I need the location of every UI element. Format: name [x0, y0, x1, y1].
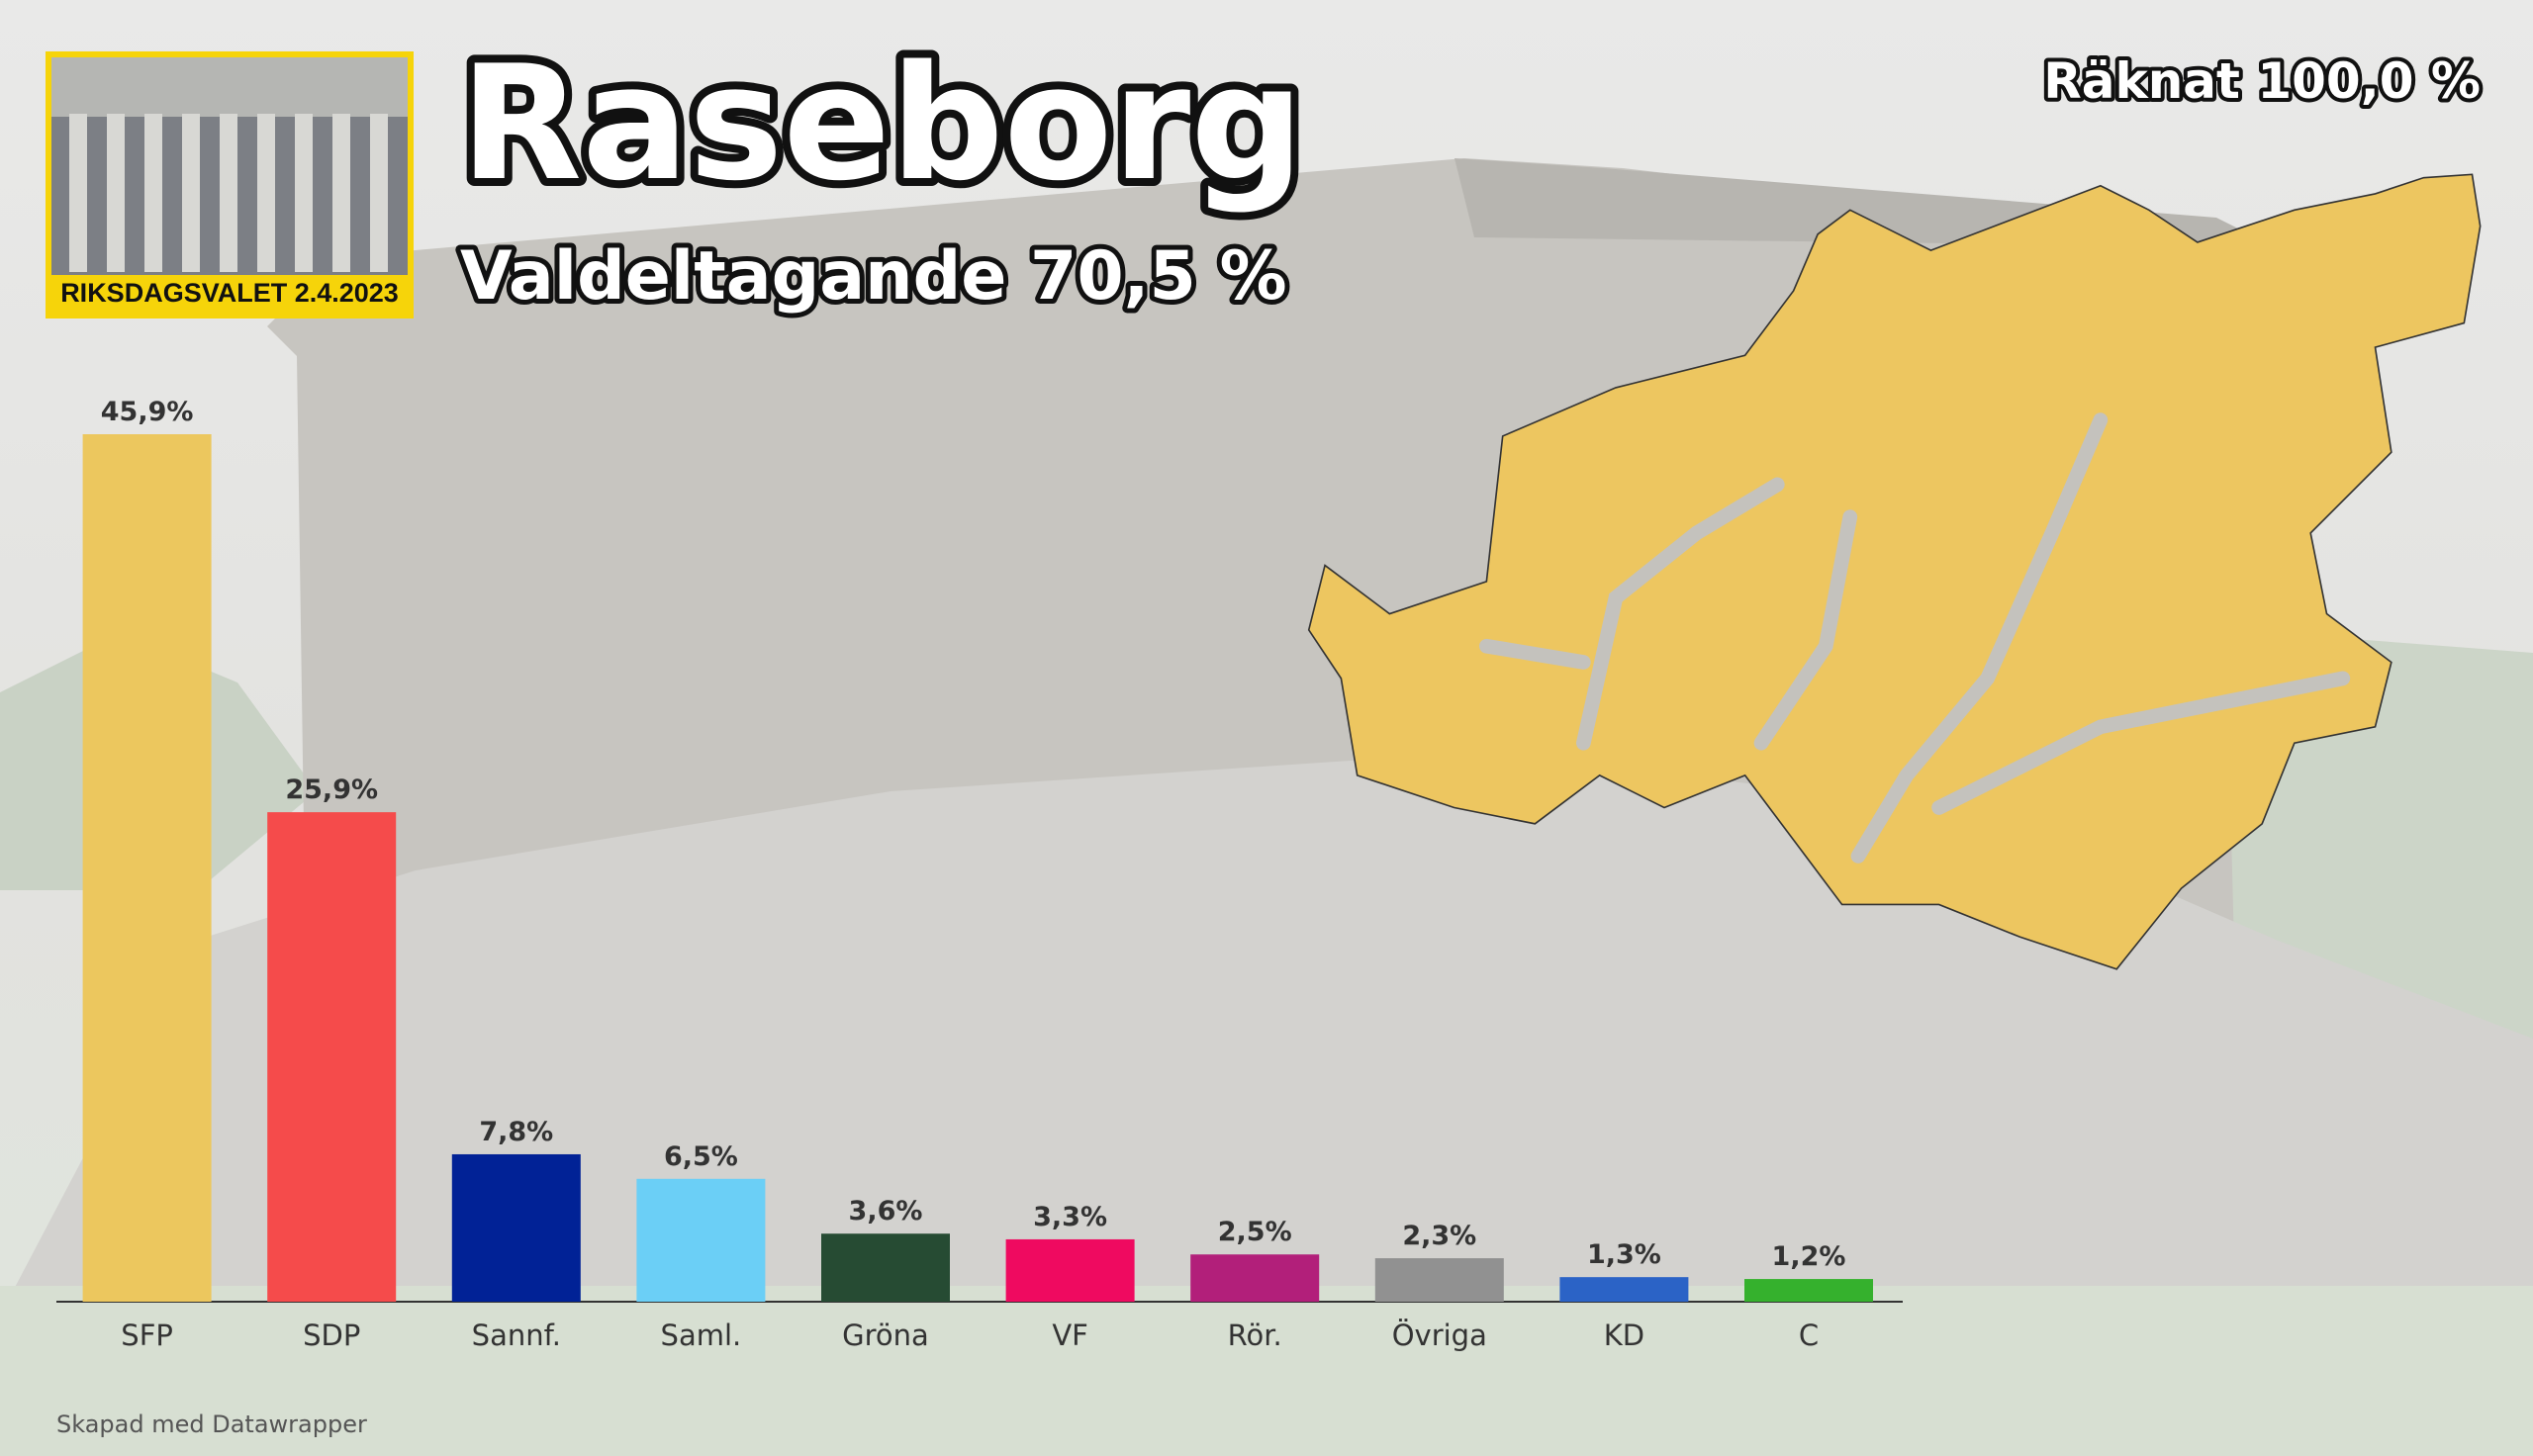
x-tick-label: Övriga	[1392, 1319, 1487, 1352]
bar	[1374, 1258, 1504, 1302]
value-label: 3,3%	[1033, 1202, 1107, 1232]
bar	[82, 434, 212, 1302]
map	[1307, 173, 2482, 970]
value-label: 7,8%	[479, 1117, 553, 1147]
value-label: 6,5%	[664, 1141, 738, 1172]
counted-label: Räknat 100,0 %	[2043, 52, 2481, 110]
x-tick-label: KD	[1604, 1319, 1644, 1352]
value-label: 25,9%	[285, 774, 378, 805]
bar	[636, 1178, 766, 1302]
bar	[1559, 1277, 1689, 1302]
value-label: 1,2%	[1772, 1241, 1846, 1272]
bar	[821, 1233, 950, 1302]
value-label: 3,6%	[849, 1196, 923, 1227]
x-tick-label: Sannf.	[472, 1319, 561, 1352]
value-label: 2,3%	[1402, 1221, 1476, 1251]
x-tick-label: C	[1799, 1319, 1819, 1352]
chart-title: Raseborg	[460, 31, 1304, 216]
value-label: 45,9%	[101, 397, 194, 427]
x-tick-label: SFP	[121, 1319, 173, 1352]
bar	[1744, 1279, 1873, 1302]
x-tick-label: VF	[1052, 1319, 1088, 1352]
value-label: 1,3%	[1587, 1239, 1661, 1270]
value-label: 2,5%	[1218, 1217, 1292, 1247]
bar	[1005, 1238, 1135, 1302]
x-tick-label: Rör.	[1228, 1319, 1282, 1352]
badge: RIKSDAGSVALET 2.4.2023	[46, 51, 414, 318]
badge-label: RIKSDAGSVALET 2.4.2023	[60, 278, 399, 308]
x-tick-label: SDP	[303, 1319, 360, 1352]
credit: Skapad med Datawrapper	[56, 1410, 367, 1438]
bar	[451, 1153, 581, 1302]
x-tick-label: Saml.	[661, 1319, 742, 1352]
chart-subtitle: Valdeltagande 70,5 %	[460, 237, 1287, 316]
bar	[267, 812, 397, 1302]
bar	[1190, 1254, 1320, 1302]
x-tick-label: Gröna	[842, 1319, 929, 1352]
